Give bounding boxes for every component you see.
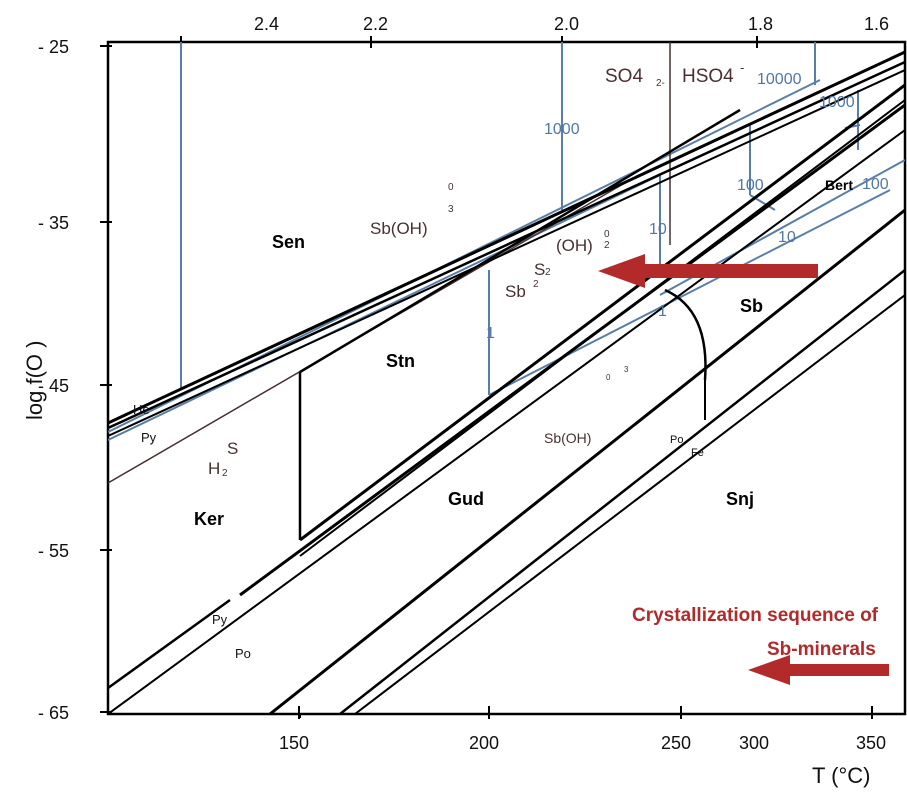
- species-s: S: [227, 439, 238, 458]
- species-sboh3-lower: Sb(OH): [544, 430, 591, 446]
- species-sup: 0: [448, 182, 454, 193]
- legend-arrow-icon: [748, 655, 889, 685]
- top-tick-label: 1.6: [864, 14, 889, 34]
- annotation-line1: Crystallization sequence of: [632, 605, 879, 626]
- top-tick-label: 1.8: [748, 14, 773, 34]
- contour-label: 1000: [819, 94, 855, 111]
- species-s2: S: [534, 260, 545, 279]
- label-he: He: [133, 402, 150, 417]
- label-fe: Fe: [691, 447, 704, 459]
- x-tick-label: 350: [856, 733, 886, 753]
- label-po: Po: [670, 434, 683, 446]
- species-sub: 3: [624, 365, 629, 374]
- top-tick-label: 2.4: [254, 14, 279, 34]
- species-h2: H: [208, 459, 220, 478]
- field-label-sen: Sen: [272, 232, 305, 252]
- contour-label: 1: [658, 303, 667, 320]
- contour-label: 10000: [757, 71, 802, 88]
- top-tick-label: 2.0: [554, 14, 579, 34]
- contour-label: 1000: [544, 121, 580, 138]
- mineral-boundaries: [108, 50, 905, 714]
- species-sub: 2: [222, 468, 228, 479]
- species-sub: 2: [604, 240, 610, 251]
- species-sub: 2: [533, 279, 539, 290]
- species-oh2: (OH): [556, 236, 593, 255]
- x-tick-label: 150: [279, 733, 309, 753]
- left-axis-ticks: [100, 45, 112, 713]
- field-label-snj: Snj: [726, 489, 754, 509]
- label-py: Py: [212, 612, 228, 627]
- species-sup: 0: [606, 373, 611, 382]
- x-tick-label: 200: [469, 733, 499, 753]
- species-sub: 2: [545, 267, 551, 278]
- y-tick-label: - 65: [38, 703, 69, 723]
- label-py: Py: [141, 430, 157, 445]
- species-sb2: Sb: [505, 282, 526, 301]
- contour-label: 100: [737, 177, 764, 194]
- y-tick-label: - 45: [38, 376, 69, 396]
- label-po: Po: [235, 646, 251, 661]
- bottom-axis-ticks: [298, 706, 873, 719]
- species-sboh3-upper: Sb(OH): [370, 219, 428, 238]
- x-axis-title: T (°C): [812, 763, 871, 788]
- species-sub: 3: [448, 204, 454, 215]
- y-tick-label: - 35: [38, 213, 69, 233]
- field-label-bert: Bert: [825, 177, 853, 193]
- field-label-gud: Gud: [448, 489, 484, 509]
- contour-label: 100: [862, 176, 889, 193]
- contour-label: 10: [778, 229, 796, 246]
- x-tick-label: 300: [739, 733, 769, 753]
- species-so4: SO4: [605, 66, 643, 87]
- annotation-line2: Sb-minerals: [767, 639, 876, 660]
- plot-frame: [106, 40, 907, 716]
- field-label-sb: Sb: [740, 296, 763, 316]
- field-label-stn: Stn: [386, 351, 415, 371]
- y-tick-label: - 25: [38, 37, 69, 57]
- contour-label: 10: [649, 221, 667, 238]
- aqueous-boundaries: [108, 42, 671, 484]
- top-tick-label: 2.2: [363, 14, 388, 34]
- species-charge: -: [740, 60, 744, 75]
- species-hso4: HSO4: [682, 66, 734, 87]
- field-label-ker: Ker: [194, 509, 224, 529]
- species-charge: 2-: [656, 78, 665, 89]
- sequence-arrow-icon: [598, 254, 818, 288]
- contour-label: 1: [486, 325, 495, 342]
- species-sup: 0: [604, 229, 610, 240]
- x-tick-label: 250: [661, 733, 691, 753]
- y-tick-label: - 55: [38, 541, 69, 561]
- y-axis-title: log f(O ): [22, 341, 47, 420]
